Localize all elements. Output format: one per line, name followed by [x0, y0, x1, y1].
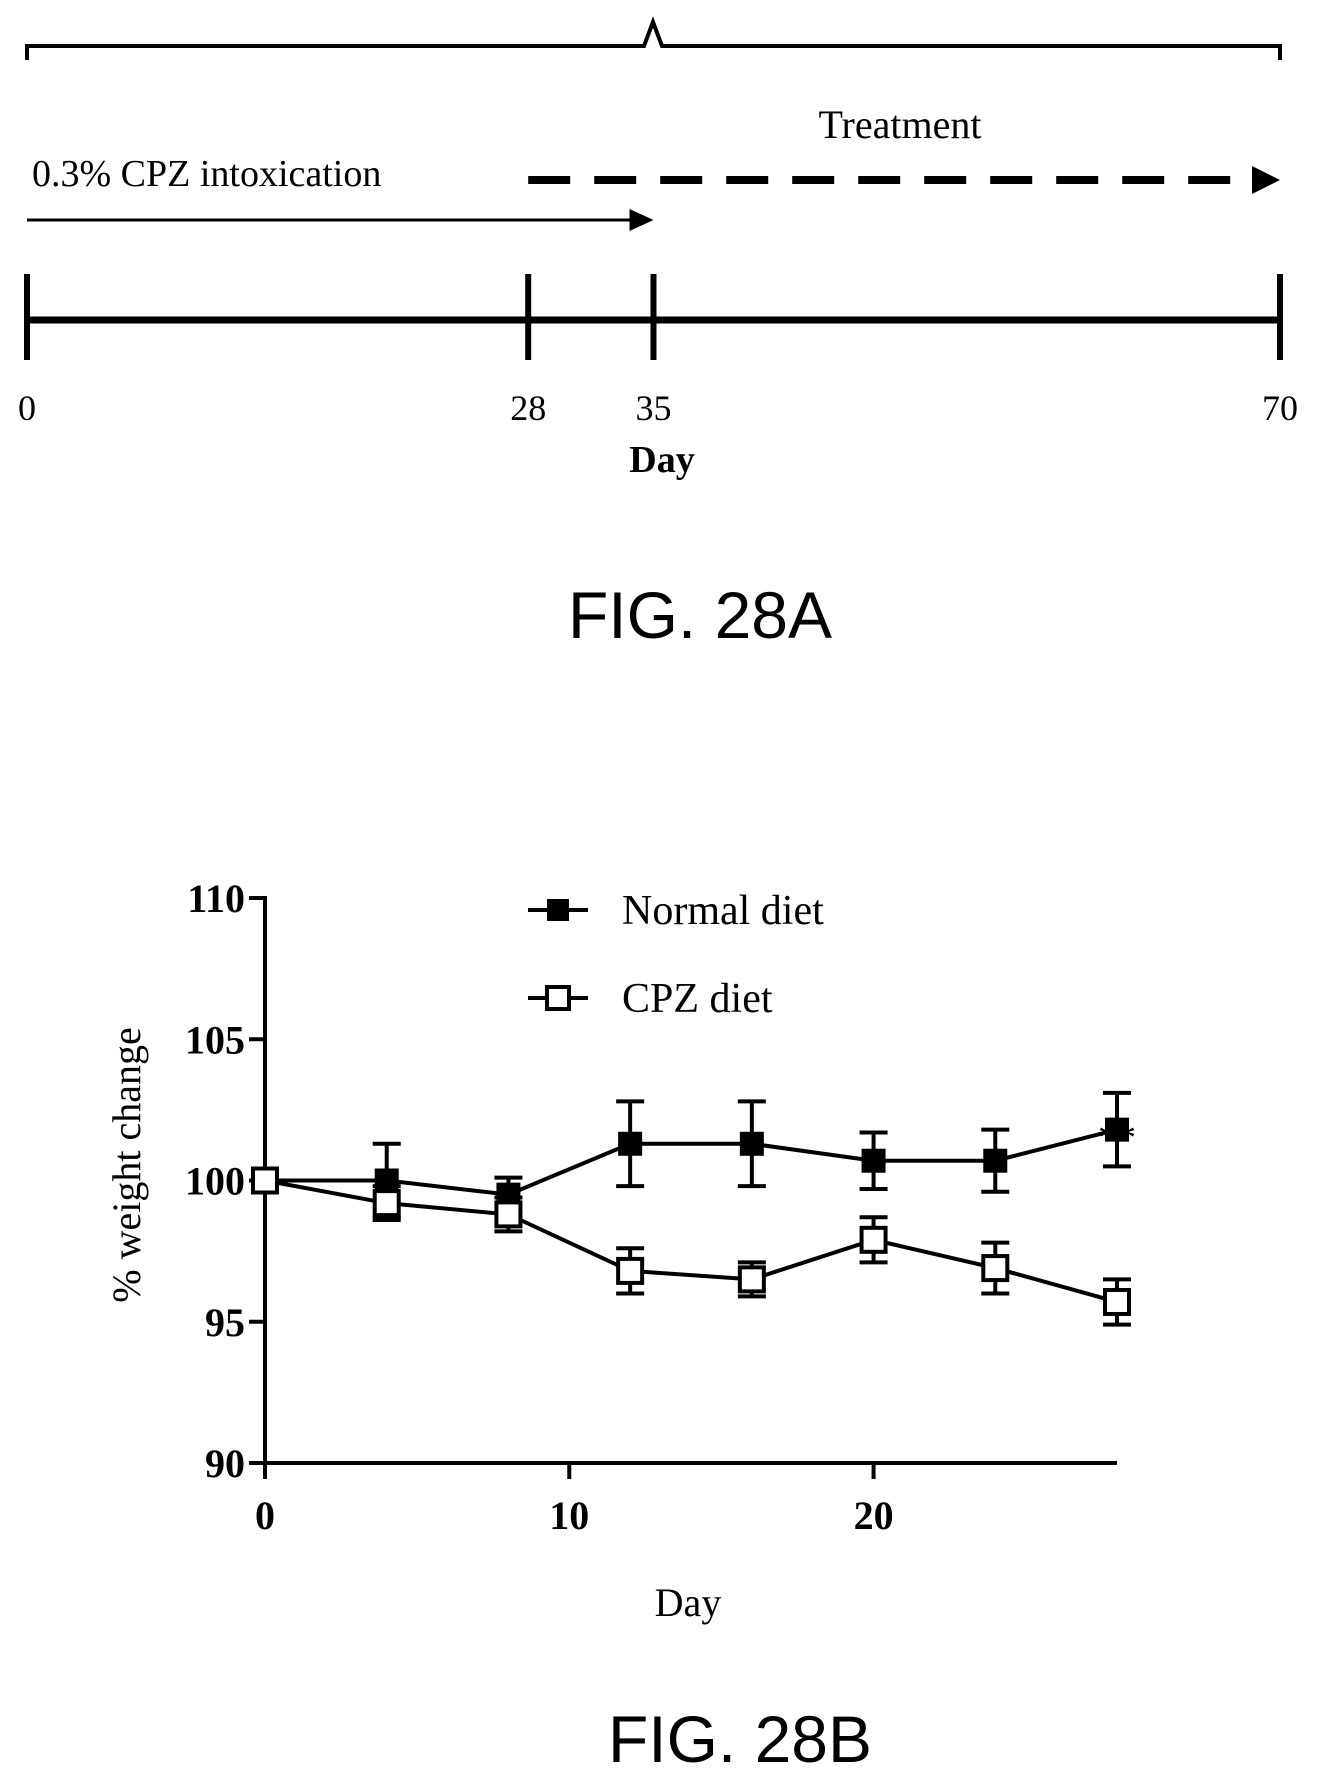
data-point — [739, 1131, 764, 1156]
data-point — [616, 1256, 645, 1285]
significance-annotation: ** — [1098, 1117, 1136, 1159]
intoxication-label: 0.3% CPZ intoxication — [32, 153, 381, 195]
data-point — [861, 1148, 886, 1173]
y-axis-label: % weight change — [104, 1027, 149, 1302]
timeline-brace — [25, 16, 1282, 60]
timeline-diagram: Treatment 0.3% CPZ intoxication 0 28 35 70 … — [18, 16, 1298, 481]
x-tick-label: 20 — [854, 1493, 894, 1538]
legend-marker — [545, 985, 571, 1011]
y-tick-label: 95 — [205, 1300, 245, 1345]
series-line — [265, 1127, 1118, 1197]
treatment-label: Treatment — [819, 102, 982, 147]
y-tick-label: 90 — [205, 1441, 245, 1486]
figure-caption-b: FIG. 28B — [608, 1702, 872, 1776]
series-cpz-diet — [251, 1166, 1131, 1327]
data-point — [494, 1200, 523, 1229]
data-point — [372, 1189, 401, 1218]
data-point — [1103, 1287, 1131, 1316]
timeline-tick-label: 35 — [636, 388, 672, 428]
figure-caption-a: FIG. 28A — [568, 578, 832, 652]
y-tick-label: 105 — [185, 1017, 245, 1062]
x-axis-label: Day — [655, 1580, 722, 1625]
intoxication-arrow-head — [629, 209, 654, 231]
legend-marker — [547, 899, 569, 921]
chart-axes: 90 95 100 105 110 0 10 20 — [185, 876, 1117, 1538]
data-point — [983, 1148, 1008, 1173]
weight-change-chart: 90 95 100 105 110 0 10 20 ** Normal diet CPZ die… — [104, 876, 1136, 1625]
chart-legend: Normal diet CPZ diet — [528, 888, 824, 1022]
y-tick-label: 100 — [185, 1159, 245, 1204]
chart-series — [251, 1090, 1131, 1327]
timeline-tick-label: 0 — [18, 388, 36, 428]
timeline-axis-label: Day — [629, 439, 694, 481]
timeline-tick-label: 70 — [1262, 388, 1298, 428]
data-point — [1105, 1117, 1129, 1142]
y-tick-label: 110 — [187, 876, 245, 921]
x-tick-label: 0 — [255, 1493, 275, 1538]
data-point — [251, 1166, 279, 1195]
data-point — [859, 1225, 888, 1254]
data-point — [981, 1254, 1010, 1283]
legend-label: CPZ diet — [622, 976, 773, 1022]
timeline-tick-label: 28 — [510, 388, 546, 428]
chart-annotations: ** — [1098, 1117, 1136, 1159]
data-point — [618, 1131, 643, 1156]
legend-label: Normal diet — [622, 888, 824, 934]
treatment-arrow-head — [1252, 166, 1280, 194]
x-tick-label: 10 — [549, 1493, 589, 1538]
data-point — [737, 1265, 766, 1294]
series-line — [264, 1178, 1118, 1304]
